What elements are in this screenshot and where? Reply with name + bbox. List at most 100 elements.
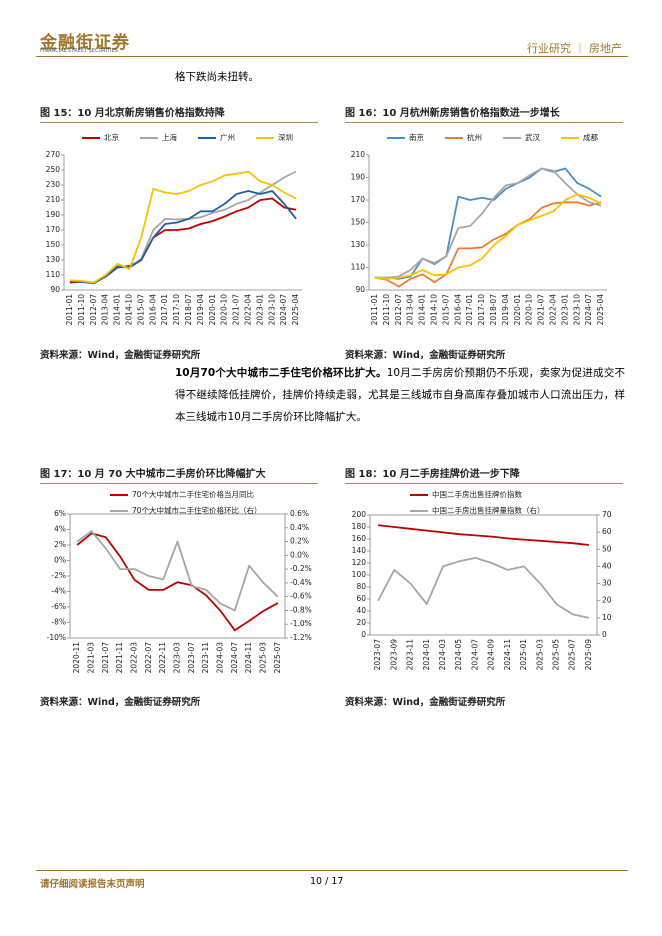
x-tick-label: 2021-07 [537, 294, 546, 326]
y-tick-label: -4% [51, 587, 66, 596]
source: 资料来源：Wind，金融街证券研究所 [345, 697, 506, 708]
y2-tick-label: -0.2% [290, 564, 312, 573]
y-tick-label: -2% [51, 571, 66, 580]
y2-tick-label: 0.2% [290, 537, 309, 546]
y-tick-label: 200 [352, 510, 367, 519]
y2-tick-label: 50 [602, 544, 612, 553]
y-tick-label: 210 [46, 195, 61, 204]
series-line [378, 524, 589, 546]
series-line [76, 530, 279, 612]
x-tick-label: 2017-01 [160, 294, 169, 326]
y-tick-label: 130 [351, 240, 366, 249]
series-line [69, 170, 297, 284]
y-tick-label: 120 [352, 558, 367, 567]
source: 资料来源：Wind，金融街证券研究所 [40, 350, 201, 361]
chart: 0 20 40 60 80 100 120 140 160 180 200 0 10 20 30 40 50 60… [352, 489, 612, 671]
x-tick-label: 2022-07 [144, 642, 153, 674]
footer-note: 请仔细阅读报告末页声明 [40, 879, 145, 890]
y-tick-label: 190 [46, 210, 61, 219]
x-tick-label: 2023-11 [406, 639, 415, 671]
x-tick-label: 2023-11 [201, 642, 210, 674]
x-tick-label: 2023-07 [187, 642, 196, 674]
x-tick-label: 2020-01 [513, 294, 522, 326]
source: 资料来源：Wind，金融街证券研究所 [40, 697, 201, 708]
x-tick-label: 2023-10 [267, 294, 276, 326]
x-tick-label: 2024-11 [244, 642, 253, 674]
x-tick-label: 2016-04 [148, 294, 157, 326]
legend-label: 杭州 [467, 132, 482, 142]
x-tick-label: 2024-03 [216, 642, 225, 674]
x-tick-label: 2023-07 [373, 639, 382, 671]
series-line [69, 197, 297, 284]
legend-label: 70个大中城市二手住宅价格当月同比 [132, 489, 255, 499]
x-tick-label: 2015-07 [441, 294, 450, 326]
x-tick-label: 2023-09 [389, 639, 398, 671]
paragraph-text: 10月二手房房价预期仍不乐观，卖家为促进成交不得不继续降低挂牌价，挂牌价持续走弱… [175, 367, 625, 423]
y-tick-label: 6% [54, 509, 66, 518]
x-tick-label: 2021-11 [115, 642, 124, 674]
y2-tick-label: 20 [602, 596, 612, 605]
y-tick-label: 270 [46, 150, 61, 159]
x-tick-label: 2016-04 [453, 294, 462, 326]
section: 行业研究 ｜ 房地产 [527, 42, 622, 55]
x-tick-label: 2017-01 [465, 294, 474, 326]
x-tick-label: 2021-07 [232, 294, 241, 326]
x-tick-label: 2022-11 [158, 642, 167, 674]
y2-tick-label: 60 [602, 527, 612, 536]
legend-label: 北京 [104, 132, 119, 142]
x-tick-label: 2020-11 [72, 642, 81, 674]
series-line [76, 532, 279, 632]
y-tick-label: 210 [351, 150, 366, 159]
x-tick-label: 2023-03 [173, 642, 182, 674]
chart: -10% -8% -6% -4% -2% 0% 2% 4% 6% -1.2% -1.0% -0.8% -… [47, 489, 312, 674]
x-tick-label: 2021-03 [87, 642, 96, 674]
x-tick-label: 2011-10 [382, 294, 391, 326]
y-tick-label: 2% [54, 540, 66, 549]
x-tick-label: 2012-07 [394, 294, 403, 326]
x-tick-label: 2014-01 [418, 294, 427, 326]
x-tick-label: 2022-03 [130, 642, 139, 674]
x-tick-label: 2022-04 [548, 294, 557, 326]
x-tick-label: 2024-03 [438, 639, 447, 671]
x-tick-label: 2025-03 [535, 639, 544, 671]
y-tick-label: 60 [356, 594, 366, 603]
x-tick-label: 2014-01 [113, 294, 122, 326]
figure-title: 图 18：10 月二手房挂牌价进一步下降 [345, 465, 623, 484]
x-tick-label: 2020-10 [220, 294, 229, 326]
x-tick-label: 2011-01 [65, 294, 74, 326]
footer-rule [36, 870, 628, 871]
x-tick-label: 2019-04 [196, 294, 205, 326]
logo-en: FINANCIAL STREET SECURITIES [40, 48, 118, 54]
legend-label: 深圳 [278, 132, 293, 142]
series-line [69, 190, 297, 285]
x-tick-label: 2024-07 [230, 642, 239, 674]
x-tick-label: 2024-11 [503, 639, 512, 671]
x-tick-label: 2017-10 [477, 294, 486, 326]
y-tick-label: 40 [356, 606, 366, 615]
x-tick-label: 2024-07 [279, 294, 288, 326]
x-tick-label: 2025-01 [519, 639, 528, 671]
x-tick-label: 2020-10 [525, 294, 534, 326]
x-tick-label: 2019-04 [501, 294, 510, 326]
figure-title: 图 15：10 月北京新房销售价格指数持降 [40, 104, 318, 123]
y-tick-label: 90 [355, 285, 365, 294]
x-tick-label: 2025-04 [291, 294, 300, 326]
y2-tick-label: -0.8% [290, 605, 312, 614]
legend-label: 70个大中城市二手住宅价格环比（右） [132, 505, 262, 515]
y-tick-label: 20 [356, 618, 366, 627]
x-tick-label: 2024-07 [470, 639, 479, 671]
y2-tick-label: 10 [602, 613, 612, 622]
text: 格下跌尚未扭转。 [175, 71, 259, 83]
chart: 90 110 130 150 170 190 210 230 250 270 2011-01 2011… [46, 132, 302, 326]
y-tick-label: 80 [356, 582, 366, 591]
paragraph: 10月70个大中城市二手住宅价格环比扩大。10月二手房房价预期仍不乐观，卖家为促… [175, 362, 625, 428]
y2-tick-label: 0 [602, 630, 607, 639]
y-tick-label: -6% [51, 602, 66, 611]
series-line [374, 167, 602, 279]
legend-label: 上海 [162, 132, 177, 142]
x-tick-label: 2025-07 [568, 639, 577, 671]
y2-tick-label: 40 [602, 561, 612, 570]
x-tick-label: 2025-04 [596, 294, 605, 326]
